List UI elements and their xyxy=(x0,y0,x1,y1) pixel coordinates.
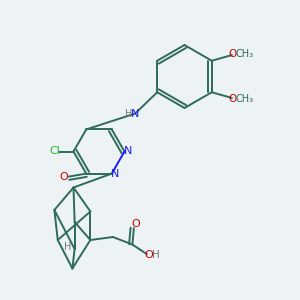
Text: O: O xyxy=(229,49,237,59)
Text: Cl: Cl xyxy=(50,146,61,157)
Text: O: O xyxy=(59,172,68,182)
Text: N: N xyxy=(111,169,119,178)
Text: H: H xyxy=(125,109,133,119)
Text: N: N xyxy=(124,146,132,157)
Text: H: H xyxy=(152,250,160,260)
Text: O: O xyxy=(144,250,153,260)
Text: CH₃: CH₃ xyxy=(236,49,254,59)
Text: O: O xyxy=(131,219,140,230)
Text: O: O xyxy=(229,94,237,104)
Text: N: N xyxy=(130,109,139,119)
Text: H: H xyxy=(64,242,72,253)
Text: CH₃: CH₃ xyxy=(236,94,254,104)
